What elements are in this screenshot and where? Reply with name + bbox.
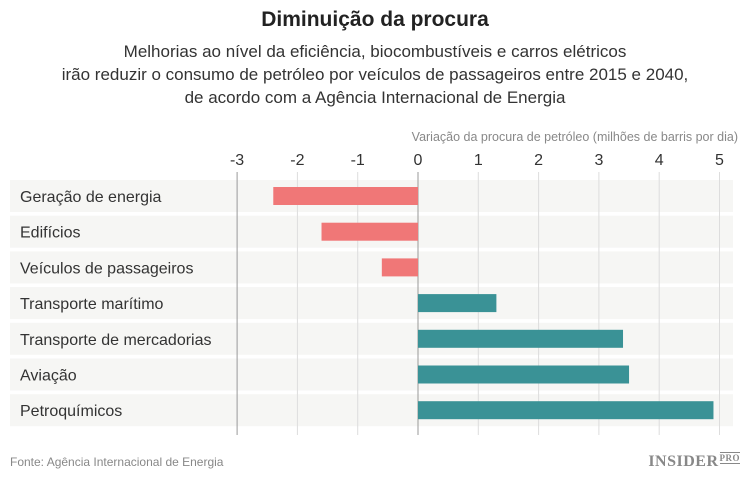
category-label: Geração de energia: [20, 189, 162, 206]
subtitle-line: Melhorias ao nível da eficiência, biocom…: [123, 42, 627, 61]
bar-aviação: [418, 365, 630, 384]
chart-subtitle: Melhorias ao nível da eficiência, biocom…: [0, 40, 750, 109]
category-label: Petroquímicos: [20, 403, 122, 420]
category-label: Aviação: [20, 368, 77, 385]
category-label: Edifícios: [20, 225, 80, 242]
row-band: [10, 287, 733, 320]
category-label: Transporte de mercadorias: [20, 332, 212, 349]
x-tick-label: 0: [414, 152, 423, 169]
source-note: Fonte: Agência Internacional de Energia: [10, 455, 224, 469]
bar-edifícios: [321, 222, 418, 241]
x-tick-label: 3: [594, 152, 603, 169]
brand-logo: INSIDERPRO: [648, 452, 740, 470]
bar-transporte-de-mercadorias: [418, 329, 624, 348]
subtitle-line: de acordo com a Agência Internacional de…: [184, 88, 566, 107]
row-band: [10, 251, 733, 284]
x-tick-label: 4: [655, 152, 664, 169]
category-label: Veículos de passageiros: [20, 260, 193, 277]
x-tick-label: 5: [715, 152, 724, 169]
x-tick-label: -2: [290, 152, 304, 169]
x-axis-title: Variação da procura de petróleo (milhões…: [411, 130, 738, 144]
bar-transporte-marítimo: [418, 294, 497, 313]
x-tick-label: -3: [230, 152, 244, 169]
chart-title: Diminuição da procura: [261, 8, 489, 31]
bar-geração-de-energia: [273, 187, 418, 205]
subtitle-line: irão reduzir o consumo de petróleo por v…: [61, 65, 689, 84]
bar-veículos-de-passageiros: [381, 258, 418, 277]
x-tick-label: -1: [351, 152, 365, 169]
category-label: Transporte marítimo: [20, 296, 164, 313]
x-tick-label: 2: [534, 152, 543, 169]
bar-petroquímicos: [418, 401, 714, 420]
x-tick-label: 1: [474, 152, 483, 169]
